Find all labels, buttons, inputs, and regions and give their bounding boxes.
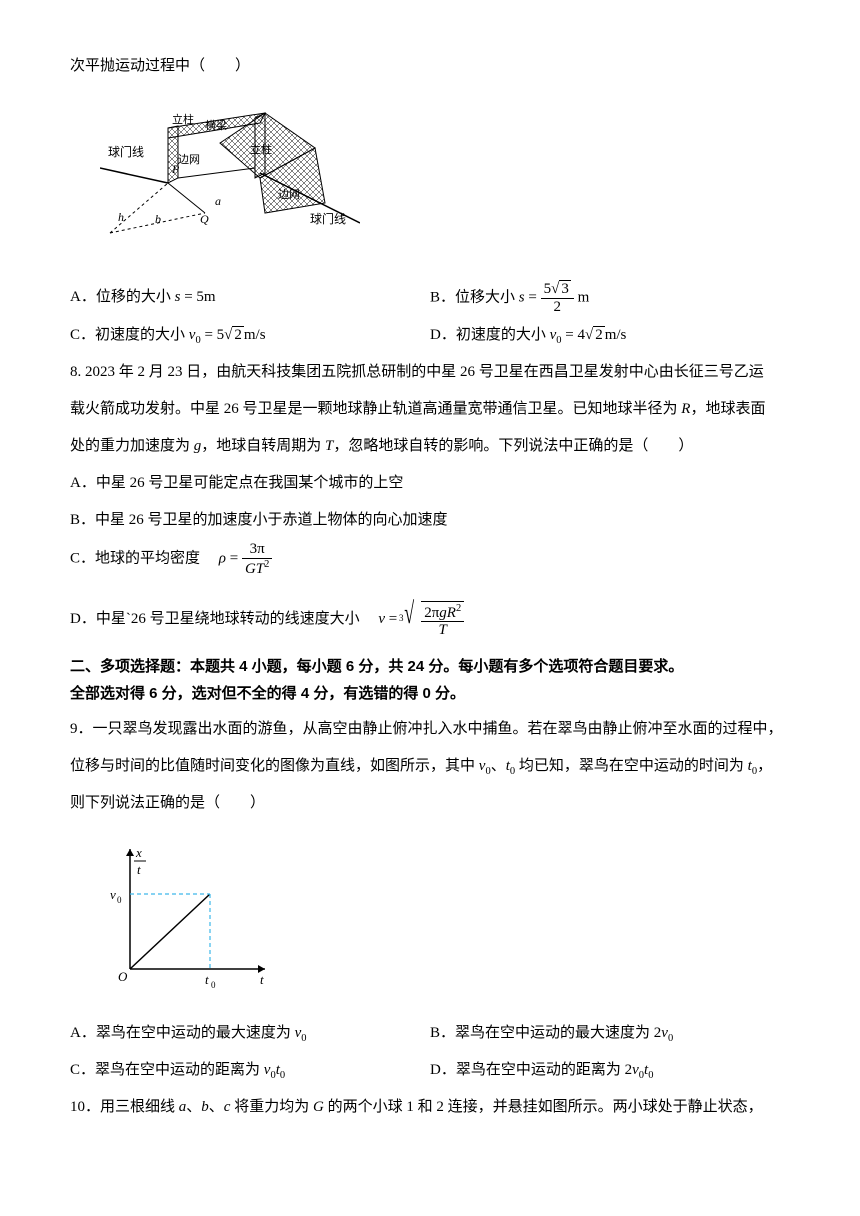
q9-figure: x t v 0 t 0 O t xyxy=(70,824,790,1017)
q7-optB: B．位移大小 s = 5√32 m xyxy=(430,281,790,315)
svg-text:O: O xyxy=(118,969,128,984)
svg-text:0: 0 xyxy=(211,980,216,989)
q8-optA: A．中星 26 号卫星可能定点在我国某个城市的上空 xyxy=(70,467,790,500)
q9-options-cd: C．翠鸟在空中运动的距离为 v0t0 D．翠鸟在空中运动的距离为 2v0t0 xyxy=(70,1054,790,1087)
q8-line2: 载火箭成功发射。中星 26 号卫星是一颗地球静止轨道高通量宽带通信卫星。已知地球… xyxy=(70,393,790,426)
q7-label-qiumen1: 球门线 xyxy=(108,144,144,159)
q9-line2: 位移与时间的比值随时间变化的图像为直线，如图所示，其中 v0、t0 均已知，翠鸟… xyxy=(70,750,790,783)
q9-line1: 9．一只翠鸟发现露出水面的游鱼，从高空由静止俯冲扎入水中捕鱼。若在翠鸟由静止俯冲… xyxy=(70,713,790,746)
q9-optD: D．翠鸟在空中运动的距离为 2v0t0 xyxy=(430,1054,790,1087)
q9-line3: 则下列说法正确的是（ ） xyxy=(70,787,790,820)
q7-label-Q: Q xyxy=(200,212,209,226)
svg-text:x: x xyxy=(135,845,142,860)
q7-options-cd: C．初速度的大小 v0 = 5√2m/s D．初速度的大小 v0 = 4√2m/… xyxy=(70,319,790,352)
q10-line1: 10．用三根细线 a、b、c 将重力均为 G 的两个小球 1 和 2 连接，并悬… xyxy=(70,1091,790,1124)
q7-label-lizhu1: 立柱 xyxy=(172,112,194,126)
q7-label-qiumen2: 球门线 xyxy=(310,211,346,226)
q7-figure: 球门线 球门线 P Q a b h 立柱 横梁 立柱 边网 边网 xyxy=(100,93,790,266)
q7-optD: D．初速度的大小 v0 = 4√2m/s xyxy=(430,319,790,352)
q7-optA: A．位移的大小 s = 5m xyxy=(70,281,430,315)
svg-text:0: 0 xyxy=(117,895,122,905)
section2-header: 二、多项选择题：本题共 4 小题，每小题 6 分，共 24 分。每小题有多个选项… xyxy=(70,653,790,707)
q9-optA: A．翠鸟在空中运动的最大速度为 v0 xyxy=(70,1017,430,1050)
q8-optC: C．地球的平均密度 ρ = 3π GT2 xyxy=(70,541,790,577)
q7-label-bianwang1: 边网 xyxy=(178,153,200,166)
q7-optC: C．初速度的大小 v0 = 5√2m/s xyxy=(70,319,430,352)
svg-text:t: t xyxy=(205,972,209,987)
q7-label-h: h xyxy=(118,210,124,224)
q9-options-ab: A．翠鸟在空中运动的最大速度为 v0 B．翠鸟在空中运动的最大速度为 2v0 xyxy=(70,1017,790,1050)
q8-optD: D．中星`26 号卫星绕地球转动的线速度大小 v = 3 √ 2πgR2 T xyxy=(70,581,790,647)
q9-optB: B．翠鸟在空中运动的最大速度为 2v0 xyxy=(430,1017,790,1050)
q7-label-a: a xyxy=(215,194,221,208)
q7-label-bianwang2: 边网 xyxy=(278,188,300,201)
svg-text:t: t xyxy=(137,862,141,877)
q7-options-ab: A．位移的大小 s = 5m B．位移大小 s = 5√32 m xyxy=(70,281,790,315)
q8-line3: 处的重力加速度为 g，地球自转周期为 T，忽略地球自转的影响。下列说法中正确的是… xyxy=(70,430,790,463)
q8-line1: 8. 2023 年 2 月 23 日，由航天科技集团五院抓总研制的中星 26 号… xyxy=(70,356,790,389)
q7-label-b: b xyxy=(155,212,161,226)
q7-label-hengliang: 横梁 xyxy=(205,118,227,132)
svg-text:v: v xyxy=(110,887,116,902)
q8-optB: B．中星 26 号卫星的加速度小于赤道上物体的向心加速度 xyxy=(70,504,790,537)
q9-optC: C．翠鸟在空中运动的距离为 v0t0 xyxy=(70,1054,430,1087)
q7-stem: 次平抛运动过程中（ ） xyxy=(70,50,790,83)
svg-text:t: t xyxy=(260,972,264,987)
q7-label-lizhu2: 立柱 xyxy=(250,142,272,156)
